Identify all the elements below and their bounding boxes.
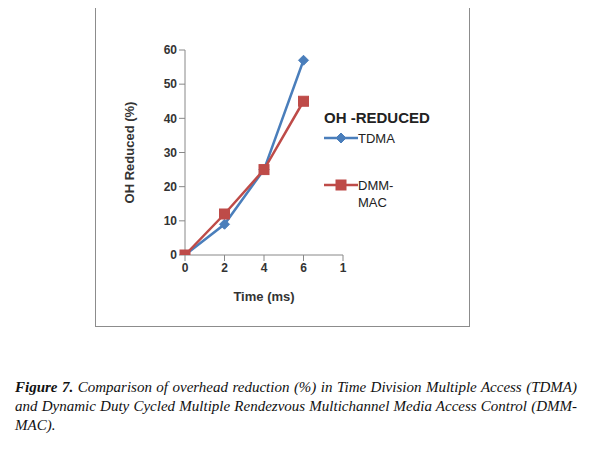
svg-text:10: 10 [164,214,178,228]
svg-text:40: 40 [164,112,178,126]
html-text:DMM-MAC: DMM-MAC [358,178,394,210]
svg-text:OH Reduced (%): OH Reduced (%) [122,102,137,204]
svg-text:1: 1 [340,261,347,275]
svg-text:6: 6 [300,261,307,275]
html-text:TDMA: TDMA [358,131,395,146]
svg-text:60: 60 [164,43,178,57]
svg-text:20: 20 [164,180,178,194]
svg-text:2: 2 [221,261,228,275]
html-text:OH -REDUCED: OH -REDUCED [324,109,430,126]
svg-text:50: 50 [164,77,178,91]
svg-text:0: 0 [182,261,189,275]
html-text:Figure 7. Comparison of overhe: Figure 7. Comparison of overhead reducti… [15,379,577,433]
svg-text:30: 30 [164,146,178,160]
svg-text:0: 0 [170,248,177,262]
svg-text:Time (ms): Time (ms) [233,289,294,304]
svg-text:4: 4 [261,261,268,275]
